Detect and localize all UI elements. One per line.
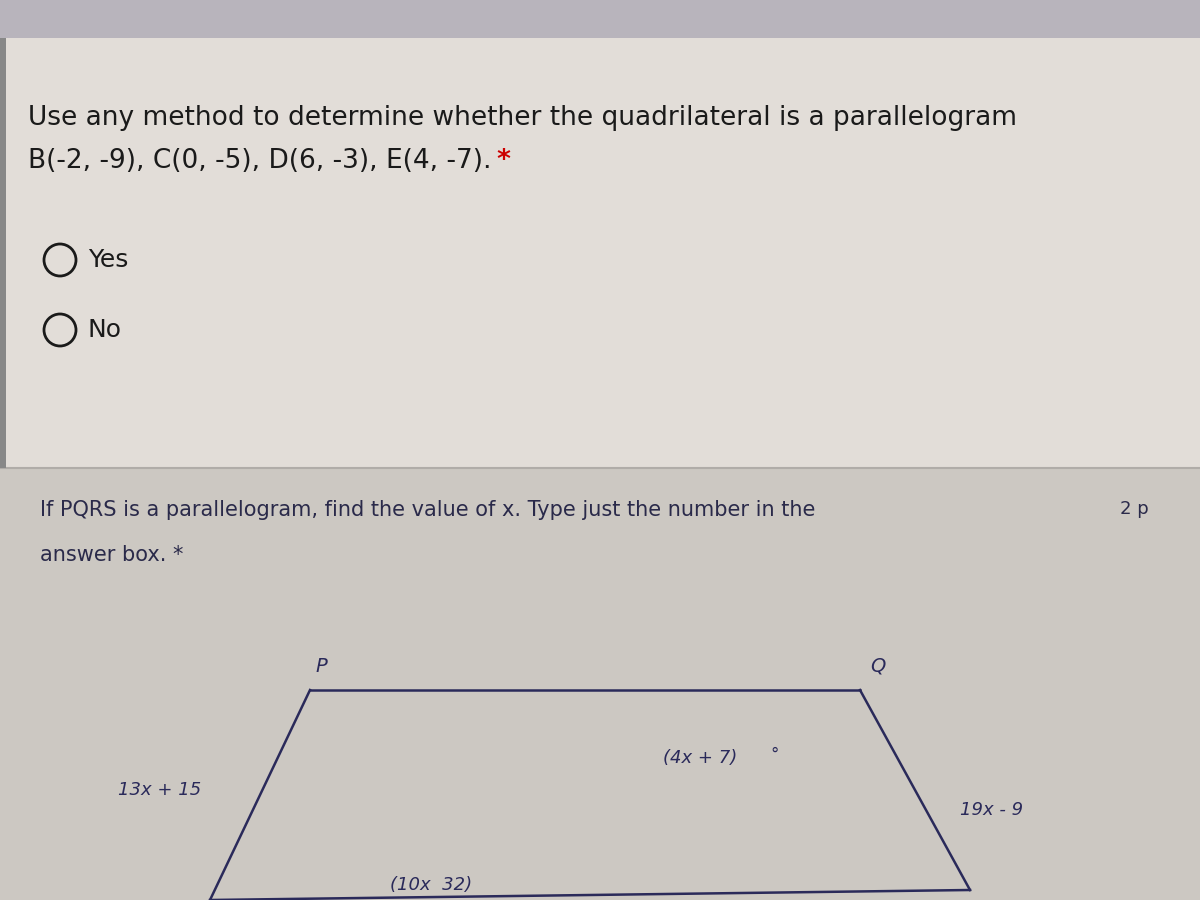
Text: (10x  32): (10x 32) [390,876,472,894]
Text: Use any method to determine whether the quadrilateral is a parallelogram: Use any method to determine whether the … [28,105,1018,131]
Text: Q: Q [870,657,886,676]
Text: 2 p: 2 p [1120,500,1148,518]
Text: 19x - 9: 19x - 9 [960,801,1024,819]
Text: *: * [488,148,511,174]
Bar [0,38,1200,468]
Text: If PQRS is a parallelogram, find the value of x. Type just the number in the: If PQRS is a parallelogram, find the val… [40,500,815,520]
Text: Yes: Yes [88,248,128,272]
Bar [0,0,1200,38]
Text: No: No [88,318,122,342]
Text: 13x + 15: 13x + 15 [118,781,202,799]
Text: (4x + 7): (4x + 7) [662,749,737,767]
Bar [0,38,6,468]
Text: B(-2, -9), C(0, -5), D(6, -3), E(4, -7).: B(-2, -9), C(0, -5), D(6, -3), E(4, -7). [28,148,492,174]
Bar [0,468,1200,900]
Text: °: ° [770,746,779,764]
Text: answer box. *: answer box. * [40,545,184,565]
Text: P: P [314,657,326,676]
